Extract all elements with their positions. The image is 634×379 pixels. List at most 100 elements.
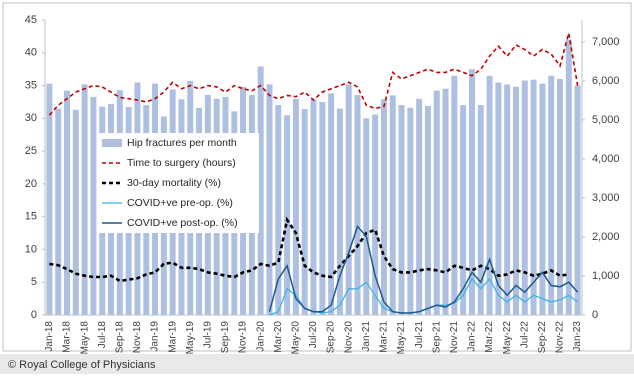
legend-swatch bbox=[102, 139, 122, 147]
x-tick-label: Nov-19 bbox=[238, 321, 249, 354]
x-tick-label: Jul-19 bbox=[203, 321, 214, 349]
bar bbox=[495, 82, 502, 315]
y-tick-label: 45 bbox=[25, 14, 37, 26]
x-tick-label: May-20 bbox=[291, 321, 302, 355]
bar bbox=[424, 105, 431, 315]
bar bbox=[310, 99, 317, 316]
bar bbox=[565, 39, 572, 315]
x-tick-label: Jan-22 bbox=[467, 321, 478, 352]
bar bbox=[468, 69, 475, 316]
x-tick-label: May-19 bbox=[185, 321, 196, 355]
x-tick-label: Mar-19 bbox=[167, 321, 178, 353]
bar bbox=[416, 98, 423, 315]
bar bbox=[530, 79, 537, 315]
x-tick-label: Sep-21 bbox=[431, 321, 442, 354]
x-tick-label: May-18 bbox=[79, 321, 90, 355]
x-tick-label: Sep-19 bbox=[220, 321, 231, 354]
x-tick-label: Jan-23 bbox=[572, 321, 583, 352]
y-tick-label: 10 bbox=[25, 243, 37, 255]
y-tick-label: 5 bbox=[31, 276, 37, 288]
bar bbox=[328, 93, 335, 315]
x-tick-label: Jul-21 bbox=[414, 321, 425, 349]
x-tick-label: Jan-20 bbox=[255, 321, 266, 352]
x-tick-label: Jan-21 bbox=[361, 321, 372, 352]
x-tick-label: Mar-21 bbox=[379, 321, 390, 353]
x-tick-label: Jul-22 bbox=[519, 321, 530, 349]
bar bbox=[460, 105, 467, 316]
bar bbox=[363, 118, 370, 315]
x-tick-label: Sep-22 bbox=[537, 321, 548, 354]
x-tick-label: Nov-22 bbox=[555, 321, 566, 354]
y-tick-label: 15 bbox=[25, 211, 37, 223]
legend-label: COVID+ve post-op. (%) bbox=[127, 217, 238, 229]
x-tick-label: May-21 bbox=[396, 321, 407, 355]
bar bbox=[64, 90, 71, 316]
bar bbox=[266, 84, 273, 315]
x-tick-label: Mar-20 bbox=[273, 321, 284, 353]
x-tick-label: Nov-18 bbox=[132, 321, 143, 354]
y2-tick-label: 5,000 bbox=[592, 114, 620, 126]
y2-tick-label: 0 bbox=[592, 309, 598, 321]
y-tick-label: 40 bbox=[25, 47, 37, 59]
bar bbox=[354, 94, 361, 316]
bar bbox=[407, 107, 414, 315]
y2-tick-label: 2,000 bbox=[592, 231, 620, 243]
x-tick-label: Nov-20 bbox=[343, 321, 354, 354]
bar bbox=[372, 114, 379, 315]
bar bbox=[336, 108, 343, 316]
bar bbox=[451, 75, 458, 315]
line bbox=[268, 225, 579, 314]
legend-label: Hip fractures per month bbox=[127, 137, 237, 149]
y2-tick-label: 6,000 bbox=[592, 75, 620, 87]
bar bbox=[548, 75, 555, 315]
bar bbox=[398, 105, 405, 316]
line bbox=[48, 32, 579, 116]
y-tick-label: 30 bbox=[25, 112, 37, 124]
bar bbox=[72, 109, 79, 315]
bar bbox=[521, 80, 528, 315]
y-tick-label: 25 bbox=[25, 145, 37, 157]
legend-label: 30-day mortality (%) bbox=[127, 177, 221, 189]
bar bbox=[319, 101, 326, 315]
x-tick-label: Mar-22 bbox=[484, 321, 495, 353]
bar bbox=[504, 84, 511, 315]
y2-tick-label: 4,000 bbox=[592, 153, 620, 165]
x-tick-label: Sep-20 bbox=[326, 321, 337, 354]
bar bbox=[556, 78, 563, 315]
y2-tick-label: 1,000 bbox=[592, 270, 620, 282]
bar bbox=[477, 105, 484, 316]
y-tick-label: 35 bbox=[25, 79, 37, 91]
legend-label: COVID+ve pre-op. (%) bbox=[127, 197, 233, 209]
bar bbox=[292, 98, 299, 315]
legend-label: Time to surgery (hours) bbox=[127, 157, 236, 169]
bar bbox=[486, 75, 493, 315]
bar bbox=[301, 108, 308, 315]
x-tick-label: Jan-18 bbox=[44, 321, 55, 352]
x-tick-label: Jul-18 bbox=[97, 321, 108, 349]
x-tick-label: Jul-20 bbox=[308, 321, 319, 349]
y-tick-label: 20 bbox=[25, 178, 37, 190]
x-tick-label: May-22 bbox=[502, 321, 513, 355]
x-tick-label: Jan-19 bbox=[150, 321, 161, 352]
y-tick-label: 0 bbox=[31, 309, 37, 321]
footer-band bbox=[0, 354, 634, 374]
y2-tick-label: 3,000 bbox=[592, 192, 620, 204]
bar bbox=[90, 96, 97, 315]
bar bbox=[284, 115, 291, 315]
bar bbox=[380, 99, 387, 316]
bar bbox=[257, 66, 264, 316]
source: © Royal College of Physicians bbox=[8, 359, 156, 371]
bar bbox=[275, 105, 282, 316]
bar bbox=[574, 85, 581, 315]
bar bbox=[512, 86, 519, 315]
bar bbox=[442, 88, 449, 315]
bar bbox=[46, 83, 53, 316]
x-tick-label: Sep-18 bbox=[114, 321, 125, 354]
x-tick-label: Mar-18 bbox=[62, 321, 73, 353]
x-tick-label: Nov-21 bbox=[449, 321, 460, 354]
bar bbox=[433, 90, 440, 316]
bar bbox=[81, 84, 88, 315]
y2-tick-label: 7,000 bbox=[592, 36, 620, 48]
legend-box bbox=[97, 133, 259, 233]
